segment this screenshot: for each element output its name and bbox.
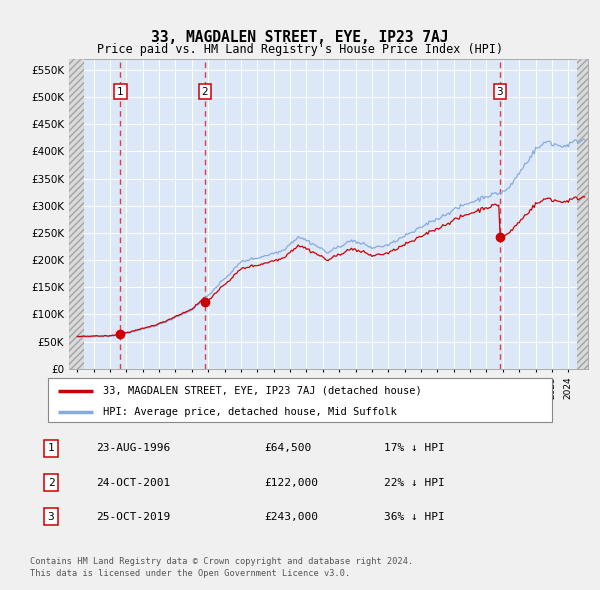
- Text: £243,000: £243,000: [264, 512, 318, 522]
- Text: 2: 2: [202, 87, 208, 97]
- Text: This data is licensed under the Open Government Licence v3.0.: This data is licensed under the Open Gov…: [30, 569, 350, 578]
- Text: 1: 1: [117, 87, 124, 97]
- Text: 1: 1: [47, 443, 55, 453]
- FancyBboxPatch shape: [48, 378, 552, 422]
- Text: HPI: Average price, detached house, Mid Suffolk: HPI: Average price, detached house, Mid …: [103, 407, 397, 417]
- Text: 23-AUG-1996: 23-AUG-1996: [96, 443, 170, 453]
- Text: 33, MAGDALEN STREET, EYE, IP23 7AJ: 33, MAGDALEN STREET, EYE, IP23 7AJ: [151, 30, 449, 45]
- Text: 3: 3: [496, 87, 503, 97]
- Text: 33, MAGDALEN STREET, EYE, IP23 7AJ (detached house): 33, MAGDALEN STREET, EYE, IP23 7AJ (deta…: [103, 386, 422, 396]
- Text: 2: 2: [47, 477, 55, 487]
- Text: 36% ↓ HPI: 36% ↓ HPI: [384, 512, 445, 522]
- Text: 24-OCT-2001: 24-OCT-2001: [96, 477, 170, 487]
- Text: £122,000: £122,000: [264, 477, 318, 487]
- Bar: [577, 59, 588, 369]
- Bar: [69, 59, 84, 369]
- Text: 25-OCT-2019: 25-OCT-2019: [96, 512, 170, 522]
- Text: 17% ↓ HPI: 17% ↓ HPI: [384, 443, 445, 453]
- Text: Price paid vs. HM Land Registry's House Price Index (HPI): Price paid vs. HM Land Registry's House …: [97, 43, 503, 56]
- Text: Contains HM Land Registry data © Crown copyright and database right 2024.: Contains HM Land Registry data © Crown c…: [30, 557, 413, 566]
- Text: 3: 3: [47, 512, 55, 522]
- Text: £64,500: £64,500: [264, 443, 311, 453]
- Text: 22% ↓ HPI: 22% ↓ HPI: [384, 477, 445, 487]
